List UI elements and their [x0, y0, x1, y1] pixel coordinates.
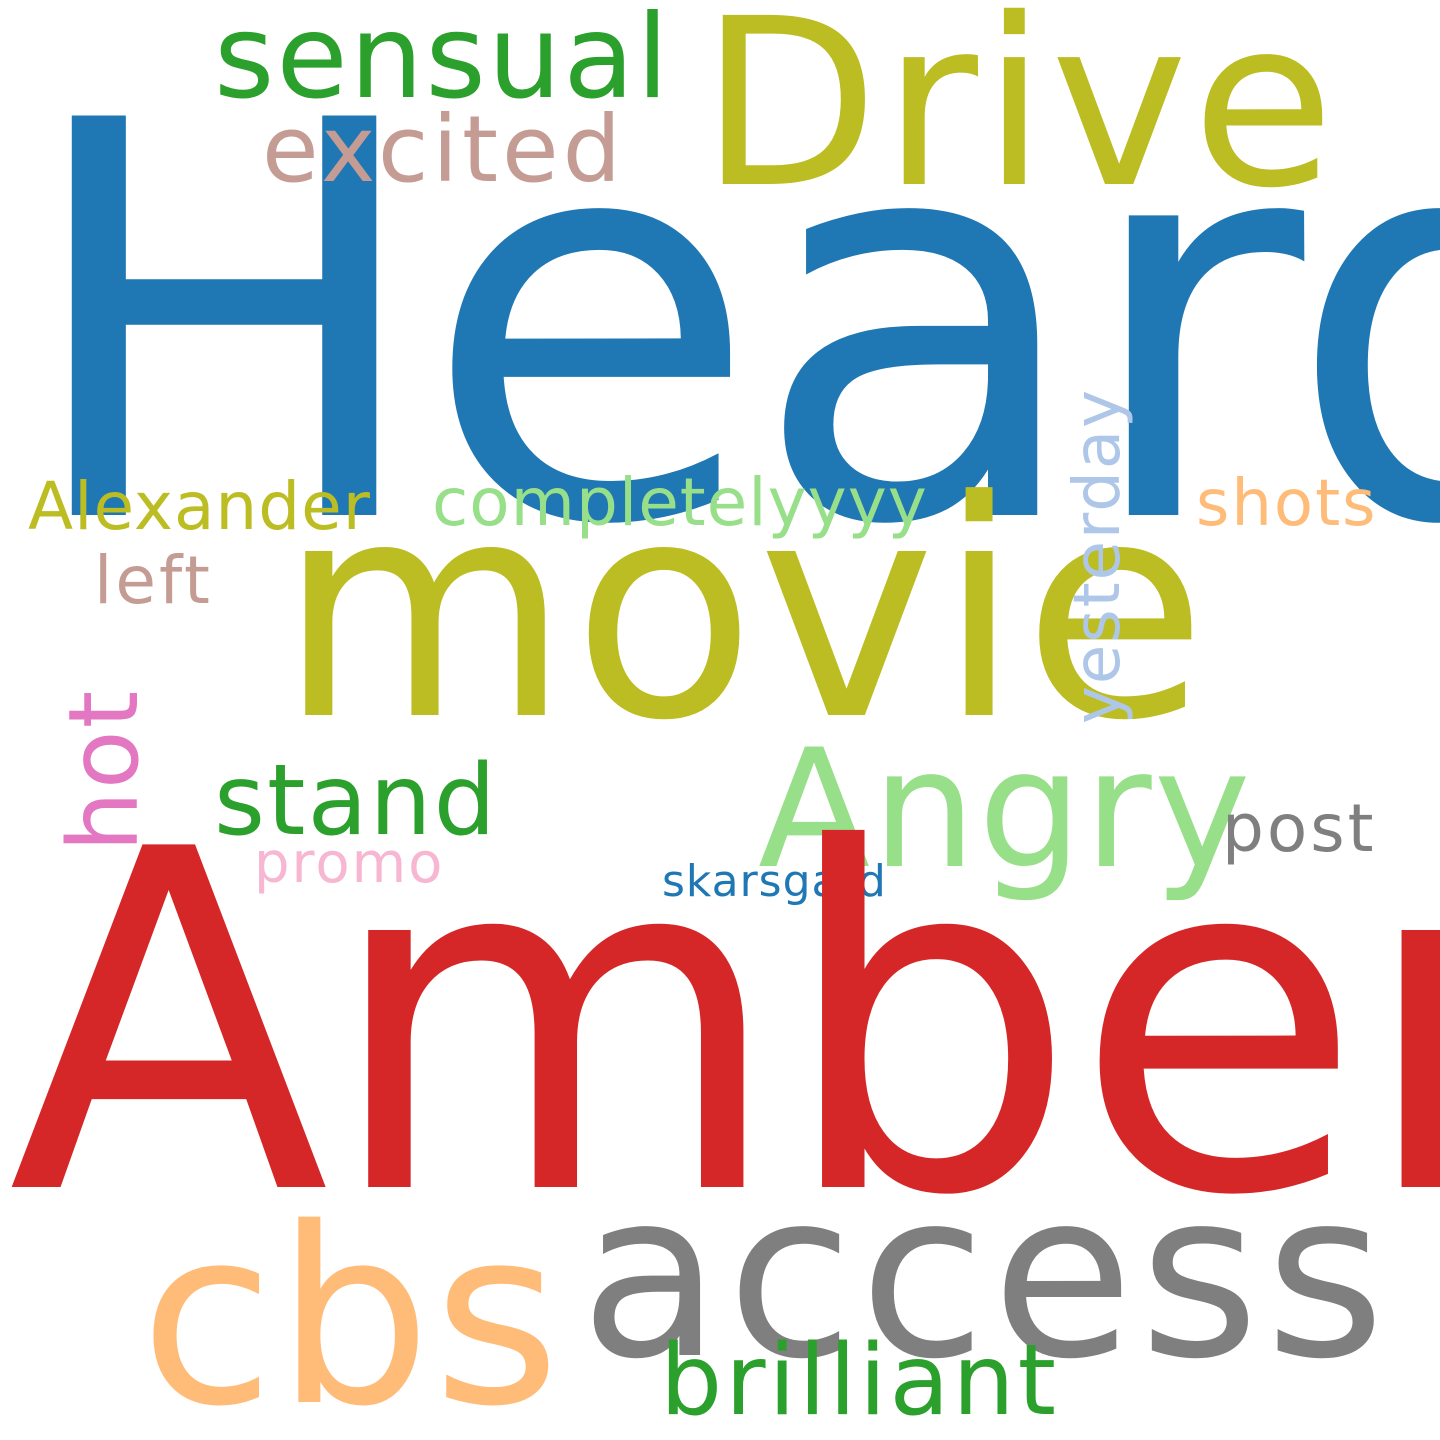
- word-angry: Angry: [758, 714, 1253, 905]
- word-excited: excited: [262, 96, 626, 203]
- word-stand: stand: [214, 744, 498, 858]
- word-cbs: cbs: [140, 1176, 563, 1440]
- word-post: post: [1222, 790, 1377, 867]
- word-promo: promo: [254, 831, 445, 896]
- word-yesterday: yesterday: [1061, 388, 1135, 724]
- word-left: left: [94, 542, 213, 619]
- word-drive: Drive: [700, 0, 1339, 239]
- word-amber: Amber: [8, 751, 1440, 1298]
- word-access: access: [580, 1143, 1392, 1410]
- word-brilliant: brilliant: [660, 1324, 1059, 1438]
- word-movie: movie: [278, 437, 1210, 786]
- word-completelyyyy: completelyyyy: [432, 464, 928, 541]
- word-alexander: Alexander: [28, 468, 371, 545]
- word-shots: shots: [1196, 467, 1378, 541]
- word-heard: Heard: [18, 7, 1440, 645]
- word-skarsgard: skarsgard: [662, 856, 887, 907]
- word-sensual: sensual: [214, 0, 671, 125]
